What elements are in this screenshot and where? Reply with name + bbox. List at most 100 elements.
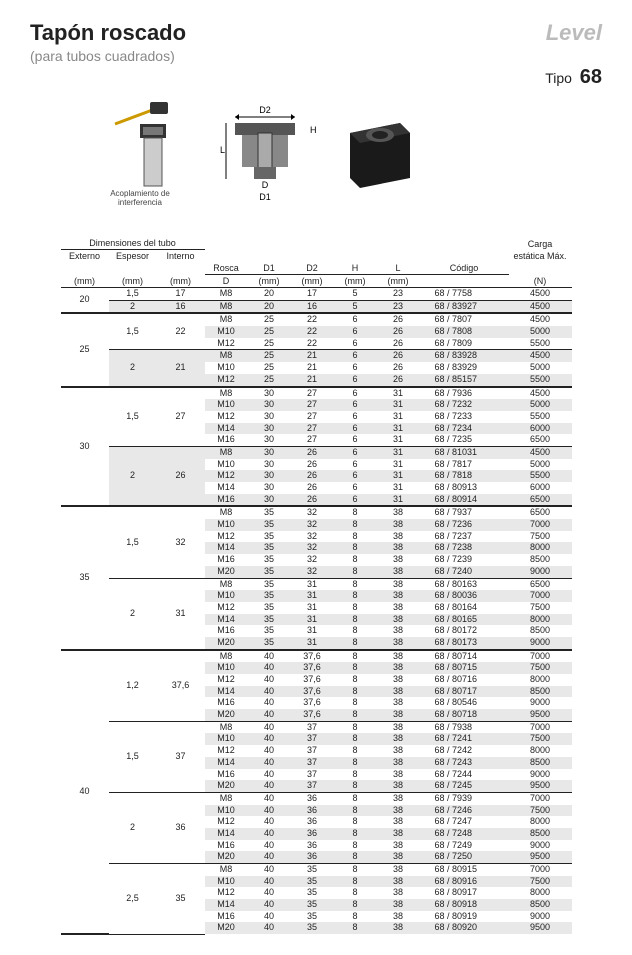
th-espesor-u: (mm) [109, 275, 157, 288]
cell: 40 [248, 805, 291, 817]
cell: M8 [205, 721, 248, 733]
cell: 35 [291, 899, 334, 911]
cell: 68 / 80036 [420, 590, 509, 602]
cell: 5500 [509, 374, 572, 387]
cell: 4500 [509, 387, 572, 400]
cell: 38 [377, 519, 420, 531]
cell: 36 [291, 840, 334, 852]
cell: 38 [377, 899, 420, 911]
cell: 9500 [509, 851, 572, 863]
cell: 37,6 [291, 662, 334, 674]
cell: 5000 [509, 326, 572, 338]
cell: 35 [291, 887, 334, 899]
cell: 38 [377, 709, 420, 721]
cell: 68 / 7237 [420, 531, 509, 543]
cell: 1,5 [109, 506, 157, 578]
cell: 1,5 [109, 387, 157, 447]
cell: 40 [248, 828, 291, 840]
cell: M8 [205, 387, 248, 400]
cell: 8 [334, 531, 377, 543]
cell: 8500 [509, 828, 572, 840]
cell: 68 / 7241 [420, 733, 509, 745]
cell: 38 [377, 769, 420, 781]
cell: 4500 [509, 350, 572, 362]
cell: M16 [205, 494, 248, 507]
cell: 35 [248, 590, 291, 602]
cell: 7500 [509, 602, 572, 614]
cell: 17 [157, 288, 205, 301]
cell: 8000 [509, 745, 572, 757]
cell: 26 [377, 362, 420, 374]
cell: 8500 [509, 899, 572, 911]
cell: 31 [377, 423, 420, 435]
cell: 37 [291, 745, 334, 757]
cell: 6500 [509, 434, 572, 446]
th-carga-u: (N) [509, 275, 572, 288]
cell: 40 [248, 876, 291, 888]
cell: 68 / 80716 [420, 674, 509, 686]
cell: 8 [334, 864, 377, 876]
cell: 2 [109, 446, 157, 506]
cell: 35 [248, 578, 291, 590]
cell: 31 [291, 602, 334, 614]
cell: M12 [205, 531, 248, 543]
cell: 38 [377, 780, 420, 792]
cell: 40 [248, 769, 291, 781]
cell: 37,6 [291, 686, 334, 698]
cell: M16 [205, 625, 248, 637]
cell: 1,5 [109, 313, 157, 350]
cell: 25 [248, 350, 291, 362]
cell: 26 [377, 374, 420, 387]
hammer-diagram-icon [110, 99, 190, 189]
cell: 40 [248, 662, 291, 674]
cell: M16 [205, 434, 248, 446]
cell: 38 [377, 554, 420, 566]
cell: 31 [291, 625, 334, 637]
cell: 35 [157, 864, 205, 935]
cell: 68 / 7818 [420, 470, 509, 482]
cell: 40 [248, 650, 291, 663]
cell: M20 [205, 709, 248, 721]
cell: 68 / 80920 [420, 922, 509, 934]
cell: 40 [248, 911, 291, 923]
tipo-label: Tipo 68 [545, 66, 602, 89]
cell: 8000 [509, 614, 572, 626]
cell: 40 [248, 792, 291, 804]
table-row: 226M8302663168 / 810314500 [61, 446, 572, 458]
cell: 1,2 [109, 650, 157, 722]
cell: M14 [205, 686, 248, 698]
cell: 68 / 7232 [420, 399, 509, 411]
cell: 27 [291, 411, 334, 423]
cell: 68 / 80917 [420, 887, 509, 899]
cell: 8 [334, 686, 377, 698]
cell: 5 [334, 300, 377, 313]
cell: 37 [291, 769, 334, 781]
cell: 30 [248, 387, 291, 400]
cell: 26 [377, 326, 420, 338]
cell: M8 [205, 506, 248, 519]
cell: 31 [377, 482, 420, 494]
cell: 26 [157, 446, 205, 506]
cell: 68 / 7937 [420, 506, 509, 519]
cell: 22 [157, 313, 205, 350]
cell: 68 / 80919 [420, 911, 509, 923]
cell: 68 / 80714 [420, 650, 509, 663]
cell: 2 [109, 350, 157, 387]
cell: 68 / 80546 [420, 697, 509, 709]
cell: 8 [334, 721, 377, 733]
cell: 22 [291, 338, 334, 350]
cell: 35 [291, 911, 334, 923]
cell: 6 [334, 399, 377, 411]
cell: 40 [248, 922, 291, 934]
cell: 5500 [509, 470, 572, 482]
cell: M10 [205, 399, 248, 411]
cell: 38 [377, 578, 420, 590]
cell: 8 [334, 662, 377, 674]
cell: 9000 [509, 769, 572, 781]
cell: 35 [248, 542, 291, 554]
cell: M8 [205, 313, 248, 326]
cell: 31 [377, 494, 420, 507]
cell: 21 [291, 362, 334, 374]
cell: 7000 [509, 721, 572, 733]
cell: M20 [205, 637, 248, 650]
